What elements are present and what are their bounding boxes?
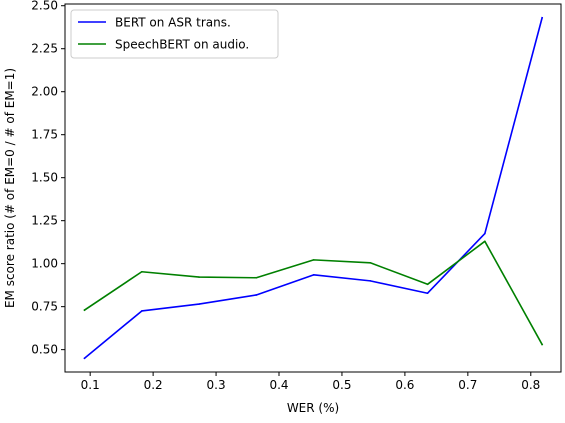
y-tick-label: 0.50 [31, 343, 58, 357]
y-axis-label: EM score ratio (# of EM=0 / # of EM=1) [3, 68, 17, 308]
data-point-series-1 [255, 294, 258, 296]
y-tick-label: 1.50 [31, 171, 58, 185]
data-point-series-2 [140, 270, 143, 273]
x-tick-label: 0.7 [458, 378, 477, 392]
legend-label-2: SpeechBERT on audio. [115, 38, 249, 52]
x-axis-ticks: 0.1 0.2 0.3 0.4 0.5 0.6 0.7 0.8 [81, 372, 540, 392]
x-tick-label: 0.3 [207, 378, 226, 392]
data-point-series-2 [369, 262, 372, 264]
x-tick-label: 0.1 [81, 378, 100, 392]
y-axis-ticks: 0.50 0.75 1.00 1.25 1.50 1.75 2.00 2.25 2.50 [31, 0, 65, 357]
y-tick-label: 1.25 [31, 214, 58, 228]
data-point-series-1 [83, 357, 86, 360]
data-point-series-1 [541, 16, 543, 19]
y-tick-label: 1.75 [31, 128, 58, 142]
y-tick-label: 2.50 [31, 0, 58, 13]
y-tick-label: 2.25 [31, 42, 58, 56]
legend-box [70, 9, 279, 59]
x-tick-label: 0.4 [269, 378, 288, 392]
y-tick-label: 1.00 [31, 257, 58, 271]
x-tick-label: 0.5 [332, 378, 351, 392]
data-point-series-2 [541, 343, 543, 346]
x-axis-label: WER (%) [287, 401, 339, 415]
data-point-series-2 [198, 276, 200, 278]
data-point-series-2 [312, 259, 315, 261]
data-point-series-2 [255, 276, 258, 279]
x-tick-label: 0.8 [521, 378, 540, 392]
data-point-series-2 [426, 283, 429, 286]
data-point-series-1 [312, 274, 315, 276]
data-point-series-1 [426, 292, 429, 295]
legend-label-1: BERT on ASR trans. [115, 16, 231, 30]
legend: BERT on ASR trans. SpeechBERT on audio. [70, 9, 279, 59]
data-point-series-1 [369, 280, 372, 282]
plot-frame [64, 3, 562, 373]
data-point-series-2 [484, 240, 486, 243]
data-point-series-1 [140, 310, 143, 312]
legend-entries: BERT on ASR trans. SpeechBERT on audio. [78, 16, 249, 52]
data-point-series-2 [83, 309, 86, 311]
data-point-series-1 [198, 303, 200, 305]
y-tick-label: 2.00 [31, 85, 58, 99]
x-tick-label: 0.2 [144, 378, 163, 392]
y-tick-label: 0.75 [31, 300, 58, 314]
data-point-series-1 [484, 232, 486, 235]
series-layer [83, 16, 544, 360]
x-tick-label: 0.6 [395, 378, 414, 392]
